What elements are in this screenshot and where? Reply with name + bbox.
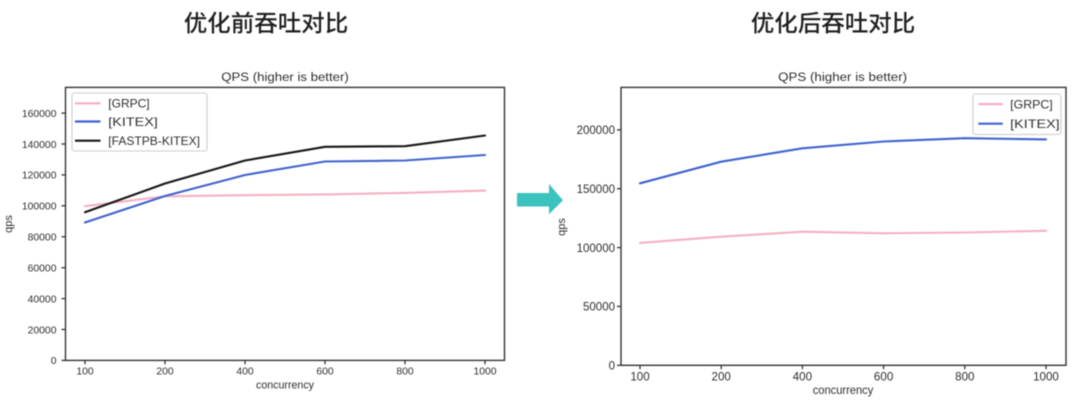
svg-text:100: 100 <box>630 371 649 384</box>
svg-text:QPS (higher is better): QPS (higher is better) <box>221 70 349 84</box>
svg-text:120000: 120000 <box>22 171 57 182</box>
svg-text:140000: 140000 <box>22 140 57 151</box>
svg-text:200: 200 <box>156 367 174 378</box>
svg-text:1000: 1000 <box>473 367 496 378</box>
svg-text:1000: 1000 <box>1033 371 1059 384</box>
svg-text:600: 600 <box>874 371 893 384</box>
svg-text:100000: 100000 <box>22 202 57 213</box>
svg-text:400: 400 <box>236 367 254 378</box>
svg-text:160000: 160000 <box>22 109 57 120</box>
svg-text:200: 200 <box>712 371 731 384</box>
svg-text:200000: 200000 <box>577 125 615 137</box>
svg-text:50000: 50000 <box>583 302 615 314</box>
svg-text:40000: 40000 <box>28 294 57 305</box>
svg-text:600: 600 <box>316 367 334 378</box>
svg-text:qps: qps <box>3 215 15 233</box>
svg-text:800: 800 <box>396 367 414 378</box>
svg-text:concurrency: concurrency <box>256 379 315 391</box>
svg-text:[GRPC]: [GRPC] <box>1010 97 1053 111</box>
svg-text:[KITEX]: [KITEX] <box>1010 117 1059 131</box>
svg-text:qps: qps <box>556 218 568 236</box>
svg-text:concurrency: concurrency <box>813 385 874 397</box>
svg-text:60000: 60000 <box>28 263 57 274</box>
svg-text:100: 100 <box>76 367 94 378</box>
svg-text:400: 400 <box>793 371 812 384</box>
svg-text:800: 800 <box>955 371 974 384</box>
svg-text:0: 0 <box>609 361 615 373</box>
svg-text:0: 0 <box>51 356 57 367</box>
svg-text:80000: 80000 <box>28 233 57 244</box>
svg-text:150000: 150000 <box>577 184 615 196</box>
svg-text:[FASTPB-KITEX]: [FASTPB-KITEX] <box>108 134 200 148</box>
svg-text:QPS (higher is better): QPS (higher is better) <box>778 70 907 84</box>
svg-text:[KITEX]: [KITEX] <box>108 115 158 129</box>
svg-text:20000: 20000 <box>28 325 57 336</box>
svg-text:100000: 100000 <box>577 243 615 255</box>
svg-text:[GRPC]: [GRPC] <box>108 97 149 111</box>
